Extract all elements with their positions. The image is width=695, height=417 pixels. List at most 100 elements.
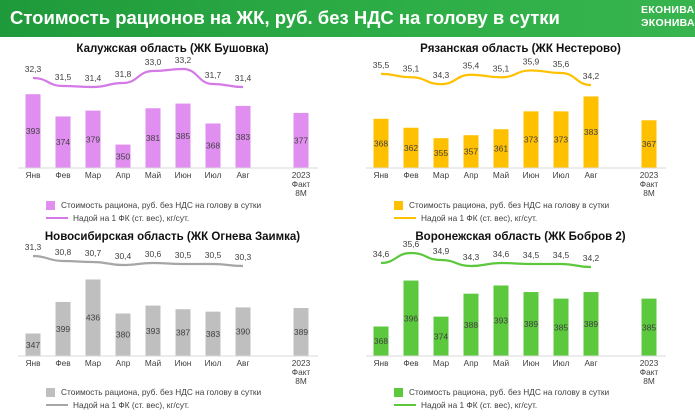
bar-value-label: 383	[236, 132, 250, 142]
bar-value-label: 374	[56, 137, 70, 147]
bar-value-label: 368	[374, 138, 388, 148]
bar-2023-fact	[293, 112, 309, 168]
milk-yield-line	[380, 69, 592, 87]
bar-Июн	[523, 111, 539, 168]
line-value-label: 35,9	[523, 56, 540, 66]
bar-2023-fact	[641, 120, 657, 168]
line-value-label: 31,7	[205, 70, 222, 80]
legend-line-swatch	[394, 404, 416, 406]
x-tick-label: Май	[145, 170, 162, 180]
bar-Июл	[205, 311, 221, 356]
logo-line-2: ЭКОНИВА	[641, 17, 695, 29]
bar-value-label: 387	[176, 328, 190, 338]
bar-value-label: 389	[584, 319, 598, 329]
legend-label-cost: Стоимость рациона, руб. без НДС на голов…	[409, 200, 610, 210]
x-tick-label: Янв	[374, 170, 390, 180]
legend-line-swatch	[394, 217, 416, 219]
bar-Фев	[403, 127, 419, 168]
x-tick-label: Фев	[55, 170, 71, 180]
bar-value-label: 436	[86, 313, 100, 323]
x-tick-label: Авг	[237, 358, 250, 368]
line-value-label: 31,8	[115, 69, 132, 79]
bar-Апр	[115, 313, 131, 356]
x-tick-label: Мар	[433, 358, 450, 368]
bar-Июн	[523, 292, 539, 356]
line-value-label: 34,2	[583, 71, 600, 81]
bar-Фев	[55, 301, 71, 356]
x-tick-label: Авг	[585, 170, 598, 180]
x-tick-label: Июн	[523, 170, 540, 180]
legend-line-swatch	[46, 404, 68, 406]
legend-bar-swatch	[46, 201, 55, 210]
x-tick-label: Июн	[175, 170, 192, 180]
line-value-label: 35,6	[403, 239, 420, 249]
page-title: Стоимость рационов на ЖК, руб. без НДС н…	[10, 7, 560, 28]
line-value-label: 31,3	[25, 242, 42, 252]
bar-Май	[493, 129, 509, 168]
line-value-label: 35,1	[403, 63, 420, 73]
x-tick-label: Апр	[464, 170, 479, 180]
line-value-label: 33,0	[145, 57, 162, 67]
x-tick-label: Апр	[116, 358, 131, 368]
bar-value-label: 350	[116, 151, 130, 161]
x-tick-label-2023-fact: 8М	[295, 376, 307, 386]
bar-Янв	[25, 94, 41, 168]
x-tick-label: Мар	[433, 170, 450, 180]
x-tick-label: Апр	[464, 358, 479, 368]
bar-value-label: 393	[26, 126, 40, 136]
bar-value-label: 399	[56, 324, 70, 334]
bar-value-label: 357	[464, 147, 478, 157]
line-value-label: 30,6	[145, 249, 162, 259]
line-value-label: 34,9	[433, 246, 450, 256]
bar-value-label: 379	[86, 134, 100, 144]
bar-value-label: 385	[554, 322, 568, 332]
bar-value-label: 396	[404, 313, 418, 323]
line-value-label: 35,1	[493, 63, 510, 73]
bar-value-label: 385	[176, 131, 190, 141]
milk-yield-line	[32, 254, 244, 268]
line-value-label: 35,4	[463, 61, 480, 71]
x-tick-label: Фев	[403, 358, 419, 368]
bar-value-label: 355	[434, 148, 448, 158]
bar-value-label: 389	[294, 327, 308, 337]
bar-value-label: 385	[642, 322, 656, 332]
bar-value-label: 383	[584, 127, 598, 137]
x-tick-label: Янв	[26, 358, 42, 368]
legend-label-milk: Надой на 1 ФК (ст. вес), кг/сут.	[421, 400, 538, 410]
milk-yield-line	[380, 251, 592, 269]
x-tick-label-2023-fact: Факт	[292, 367, 311, 377]
chart-title: Новосибирская область (ЖК Огнева Заимка)	[44, 231, 301, 243]
line-value-label: 31,5	[55, 72, 72, 82]
x-tick-label-2023-fact: 8М	[643, 376, 655, 386]
bar-value-label: 381	[146, 133, 160, 143]
chart-plot: 347 399 436 380 393 387 383 390 389 31,3 30,8 30,7 3…	[18, 242, 318, 386]
bar-value-label: 373	[554, 135, 568, 145]
bar-Авг	[235, 307, 251, 356]
chart-title: Воронежская область (ЖК Бобров 2)	[415, 231, 626, 243]
line-value-label: 32,3	[25, 64, 42, 74]
bar-Фев	[55, 116, 71, 168]
line-value-label: 35,6	[553, 59, 570, 69]
legend-bar-swatch	[394, 388, 403, 397]
x-tick-label-2023-fact: 2023	[292, 170, 311, 180]
x-tick-label: Май	[493, 358, 510, 368]
chart-plot: 368 396 374 388 393 389 385 389 385 34,6 35,6 34,9 3…	[366, 239, 666, 386]
x-tick-label: Мар	[85, 170, 102, 180]
line-value-label: 35,5	[373, 60, 390, 70]
bar-Апр	[463, 293, 479, 356]
legend-label-milk: Надой на 1 ФК (ст. вес), кг/сут.	[73, 213, 190, 223]
line-value-label: 33,2	[175, 55, 192, 65]
bar-Апр	[115, 144, 131, 168]
bar-value-label: 393	[146, 326, 160, 336]
legend-line-swatch	[46, 217, 68, 219]
bar-value-label: 361	[494, 144, 508, 154]
logo-line-1: ЕКОНИВА	[641, 4, 695, 16]
line-value-label: 34,6	[493, 249, 510, 259]
bar-Янв	[373, 326, 389, 356]
chart-panel-voronezh: Воронежская область (ЖК Бобров 2) 368 396…	[348, 229, 693, 417]
x-tick-label-2023-fact: 8М	[643, 188, 655, 198]
line-value-label: 30,8	[55, 247, 72, 257]
x-tick-label: Янв	[374, 358, 390, 368]
chart-plot: 393 374 379 350 381 385 368 383 377 32,3 31,5 31,4 3…	[18, 55, 318, 198]
chart-panel-kaluga: Калужская область (ЖК Бушовка) 393 374 379…	[0, 41, 345, 229]
